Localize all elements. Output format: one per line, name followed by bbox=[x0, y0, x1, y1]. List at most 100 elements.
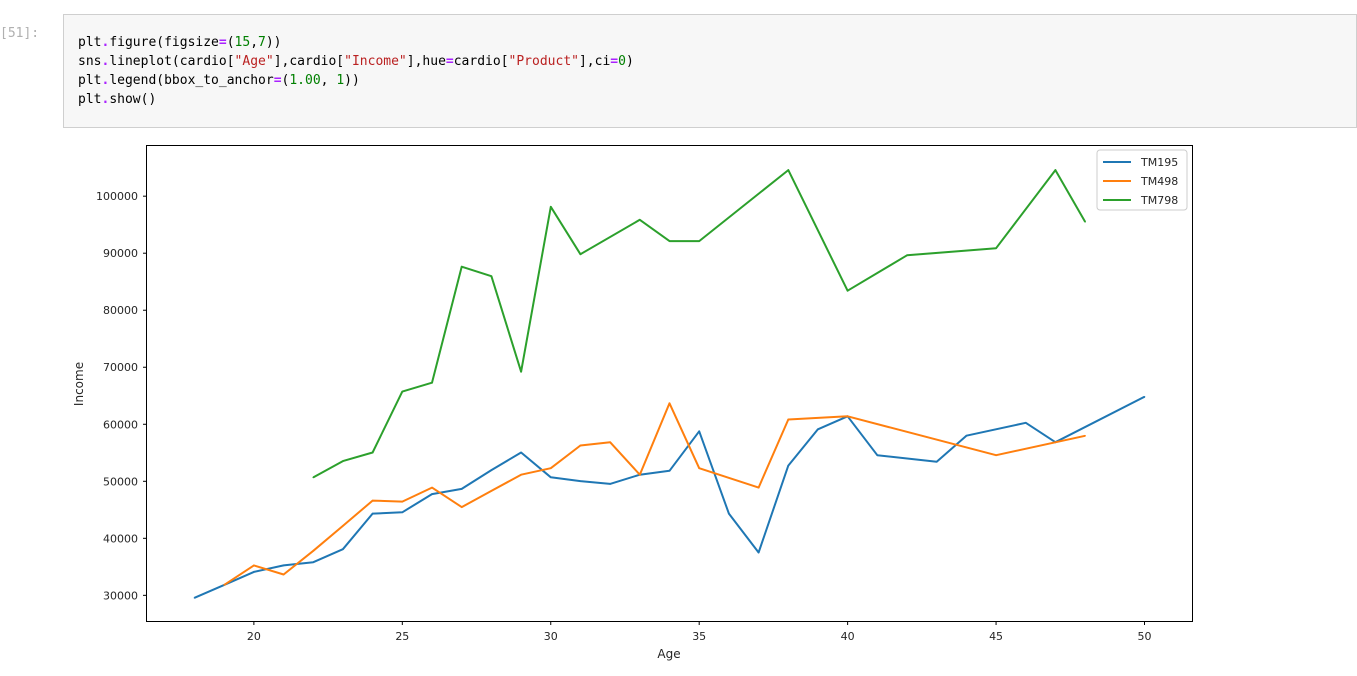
data-point bbox=[668, 402, 671, 405]
data-point bbox=[193, 597, 196, 599]
data-point bbox=[520, 451, 522, 454]
code-token: show() bbox=[109, 92, 157, 107]
data-point bbox=[401, 390, 404, 393]
data-point bbox=[1143, 396, 1146, 398]
code-token: ) bbox=[625, 54, 634, 69]
code-token: = bbox=[610, 54, 619, 69]
data-point bbox=[965, 434, 968, 437]
data-point bbox=[728, 512, 730, 515]
data-point bbox=[757, 551, 760, 554]
data-point bbox=[312, 550, 315, 552]
legend: TM195 TM498 TM798 bbox=[1096, 149, 1188, 211]
data-point bbox=[579, 444, 582, 447]
data-point bbox=[431, 493, 433, 495]
data-point bbox=[490, 275, 493, 278]
data-point bbox=[371, 499, 374, 502]
data-point bbox=[995, 454, 997, 457]
code-token: = bbox=[273, 73, 282, 88]
data-point bbox=[549, 476, 552, 479]
code-token: ( bbox=[226, 35, 235, 50]
data-point bbox=[1084, 434, 1086, 437]
data-point bbox=[1024, 421, 1027, 424]
code-token: "Age" bbox=[234, 54, 274, 69]
code-token: ],cardio[ bbox=[273, 54, 345, 69]
code-token: . bbox=[101, 54, 110, 69]
data-point bbox=[520, 473, 522, 476]
data-point bbox=[460, 506, 463, 508]
data-point bbox=[401, 500, 404, 503]
data-point bbox=[906, 254, 908, 257]
code-line: plt.figure(figsize=(15,7)) bbox=[78, 33, 1356, 52]
code-token: . bbox=[101, 35, 110, 50]
data-point bbox=[1084, 220, 1086, 223]
code-token: plt bbox=[78, 73, 102, 88]
code-token: plt bbox=[78, 35, 102, 50]
data-point bbox=[698, 467, 700, 469]
code-token: = bbox=[218, 35, 227, 50]
data-point bbox=[282, 573, 285, 576]
code-token: plt bbox=[78, 92, 102, 107]
data-point bbox=[668, 469, 671, 472]
data-point bbox=[282, 564, 285, 567]
data-point bbox=[579, 480, 582, 482]
code-token: "Income" bbox=[344, 54, 407, 69]
code-token: 7 bbox=[258, 35, 266, 50]
x-tick-label: 20 bbox=[247, 630, 261, 643]
data-point bbox=[460, 265, 463, 268]
code-token: 0 bbox=[618, 54, 626, 69]
code-token: legend(bbox_to_anchor bbox=[109, 73, 274, 88]
data-point bbox=[995, 247, 997, 249]
data-point bbox=[431, 381, 433, 384]
y-tick-label: 30000 bbox=[103, 589, 138, 602]
data-point bbox=[579, 253, 582, 256]
code-token: . bbox=[101, 92, 110, 107]
cell-prompt: [51]: bbox=[0, 26, 40, 41]
y-axis-label: Income bbox=[72, 362, 86, 406]
data-point bbox=[787, 464, 790, 467]
legend-label: TM498 bbox=[1140, 175, 1178, 188]
code-token: 15 bbox=[234, 35, 251, 50]
code-token: )) bbox=[265, 35, 282, 50]
x-axis-label: Age bbox=[657, 647, 680, 661]
data-point bbox=[549, 467, 552, 469]
code-token: . bbox=[101, 73, 110, 88]
data-point bbox=[787, 169, 790, 171]
data-point bbox=[817, 428, 819, 431]
data-point bbox=[431, 486, 433, 489]
series-line-tm195 bbox=[194, 395, 1145, 599]
code-token: 1 bbox=[336, 73, 345, 88]
data-point bbox=[787, 418, 790, 421]
code-token: 1.00 bbox=[289, 73, 321, 88]
y-tick-label: 100000 bbox=[96, 190, 138, 203]
code-token: cardio[ bbox=[453, 54, 509, 69]
x-tick-label: 35 bbox=[692, 630, 706, 643]
data-point bbox=[312, 561, 315, 563]
code-token: figure(figsize bbox=[109, 35, 219, 50]
code-block[interactable]: plt.figure(figsize=(15,7)) sns.lineplot(c… bbox=[64, 15, 1356, 109]
code-token: = bbox=[445, 54, 454, 69]
code-line: plt.show() bbox=[78, 90, 1356, 109]
y-tick-label: 80000 bbox=[103, 304, 138, 317]
code-token: , bbox=[320, 73, 337, 88]
data-point bbox=[639, 473, 641, 476]
data-point bbox=[253, 564, 255, 567]
data-point bbox=[698, 430, 700, 433]
data-point bbox=[371, 512, 374, 515]
x-tick-label: 45 bbox=[989, 630, 1003, 643]
x-tick-label: 25 bbox=[395, 630, 409, 643]
code-cell[interactable]: plt.figure(figsize=(15,7)) sns.lineplot(c… bbox=[63, 14, 1357, 128]
data-point bbox=[460, 488, 463, 490]
code-line: plt.legend(bbox_to_anchor=(1.00, 1)) bbox=[78, 71, 1356, 90]
data-point bbox=[490, 469, 493, 471]
legend-box bbox=[1096, 149, 1188, 211]
x-tick-label: 30 bbox=[544, 630, 558, 643]
data-point bbox=[342, 548, 344, 550]
data-point bbox=[757, 486, 760, 489]
data-point bbox=[846, 289, 849, 292]
data-point bbox=[520, 370, 522, 373]
code-token: ],hue bbox=[406, 54, 446, 69]
data-point bbox=[253, 571, 255, 573]
code-token: ( bbox=[281, 73, 290, 88]
y-tick-label: 50000 bbox=[103, 475, 138, 488]
